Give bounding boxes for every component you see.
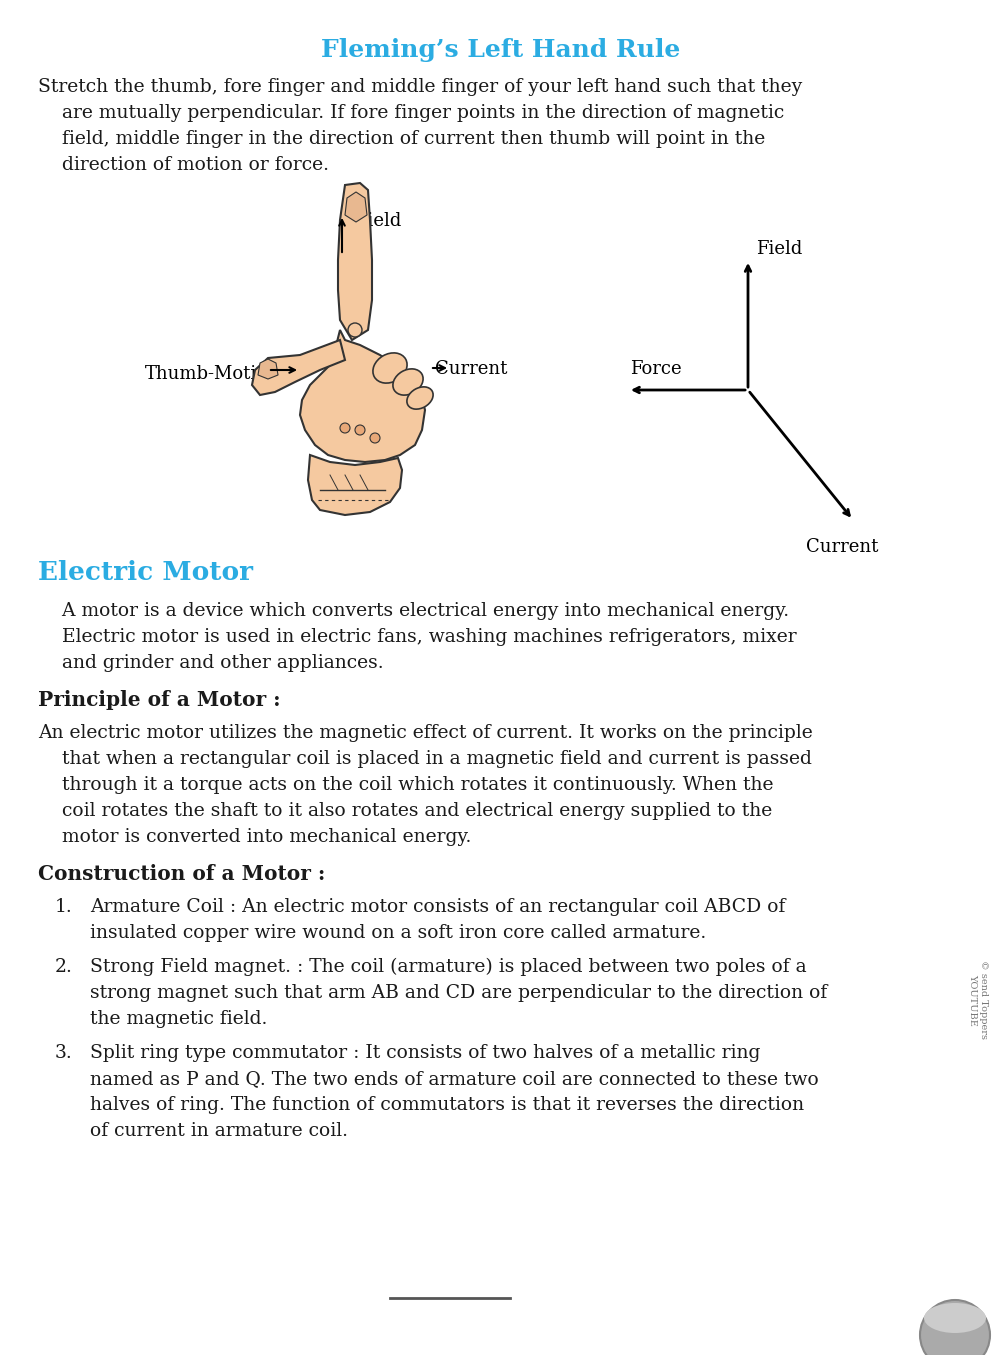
Text: named as P and Q. The two ends of armature coil are connected to these two: named as P and Q. The two ends of armatu… bbox=[90, 1070, 819, 1088]
Text: motor is converted into mechanical energy.: motor is converted into mechanical energ… bbox=[38, 828, 471, 846]
Text: coil rotates the shaft to it also rotates and electrical energy supplied to the: coil rotates the shaft to it also rotate… bbox=[38, 802, 773, 820]
Text: Electric motor is used in electric fans, washing machines refrigerators, mixer: Electric motor is used in electric fans,… bbox=[38, 627, 797, 646]
Polygon shape bbox=[258, 359, 278, 379]
Polygon shape bbox=[300, 331, 425, 462]
Text: Fleming’s Left Hand Rule: Fleming’s Left Hand Rule bbox=[322, 38, 680, 62]
Text: Force: Force bbox=[630, 360, 681, 378]
Circle shape bbox=[370, 434, 380, 443]
Text: that when a rectangular coil is placed in a magnetic field and current is passed: that when a rectangular coil is placed i… bbox=[38, 751, 812, 768]
Polygon shape bbox=[252, 340, 345, 396]
Text: Thumb-Motion: Thumb-Motion bbox=[145, 364, 280, 383]
Text: Construction of a Motor :: Construction of a Motor : bbox=[38, 864, 326, 883]
Text: and grinder and other appliances.: and grinder and other appliances. bbox=[38, 654, 384, 672]
Text: Current: Current bbox=[806, 538, 879, 556]
Text: halves of ring. The function of commutators is that it reverses the direction: halves of ring. The function of commutat… bbox=[90, 1096, 805, 1114]
Ellipse shape bbox=[924, 1304, 986, 1333]
Text: Principle of a Motor :: Principle of a Motor : bbox=[38, 690, 281, 710]
Ellipse shape bbox=[373, 352, 407, 383]
Polygon shape bbox=[308, 455, 402, 515]
Text: 2.: 2. bbox=[55, 958, 73, 976]
Text: Electric Motor: Electric Motor bbox=[38, 560, 253, 585]
Polygon shape bbox=[338, 183, 372, 340]
Text: Split ring type commutator : It consists of two halves of a metallic ring: Split ring type commutator : It consists… bbox=[90, 1043, 761, 1062]
Text: strong magnet such that arm AB and CD are perpendicular to the direction of: strong magnet such that arm AB and CD ar… bbox=[90, 984, 828, 1001]
Text: Field: Field bbox=[756, 240, 803, 257]
Text: direction of motion or force.: direction of motion or force. bbox=[38, 156, 329, 173]
Circle shape bbox=[920, 1299, 990, 1355]
Text: through it a torque acts on the coil which rotates it continuously. When the: through it a torque acts on the coil whi… bbox=[38, 776, 774, 794]
Text: A motor is a device which converts electrical energy into mechanical energy.: A motor is a device which converts elect… bbox=[38, 602, 790, 621]
Text: Strong Field magnet. : The coil (armature) is placed between two poles of a: Strong Field magnet. : The coil (armatur… bbox=[90, 958, 807, 976]
Text: Current: Current bbox=[435, 360, 507, 378]
Text: 3.: 3. bbox=[55, 1043, 73, 1062]
Text: An electric motor utilizes the magnetic effect of current. It works on the princ: An electric motor utilizes the magnetic … bbox=[38, 724, 813, 743]
Text: 1.: 1. bbox=[55, 898, 73, 916]
Circle shape bbox=[348, 322, 362, 337]
Circle shape bbox=[340, 423, 350, 434]
Ellipse shape bbox=[393, 369, 423, 396]
Polygon shape bbox=[345, 192, 367, 222]
Text: are mutually perpendicular. If fore finger points in the direction of magnetic: are mutually perpendicular. If fore fing… bbox=[38, 104, 785, 122]
Text: Stretch the thumb, fore finger and middle finger of your left hand such that the: Stretch the thumb, fore finger and middl… bbox=[38, 79, 803, 96]
Text: Field: Field bbox=[355, 211, 402, 230]
Circle shape bbox=[355, 425, 365, 435]
Text: the magnetic field.: the magnetic field. bbox=[90, 1009, 268, 1028]
Text: insulated copper wire wound on a soft iron core called armature.: insulated copper wire wound on a soft ir… bbox=[90, 924, 706, 942]
Text: of current in armature coil.: of current in armature coil. bbox=[90, 1122, 348, 1140]
Text: Armature Coil : An electric motor consists of an rectangular coil ABCD of: Armature Coil : An electric motor consis… bbox=[90, 898, 786, 916]
Ellipse shape bbox=[407, 388, 433, 409]
Text: © send Toppers
YOUTUBE: © send Toppers YOUTUBE bbox=[968, 961, 988, 1039]
Text: field, middle finger in the direction of current then thumb will point in the: field, middle finger in the direction of… bbox=[38, 130, 766, 148]
